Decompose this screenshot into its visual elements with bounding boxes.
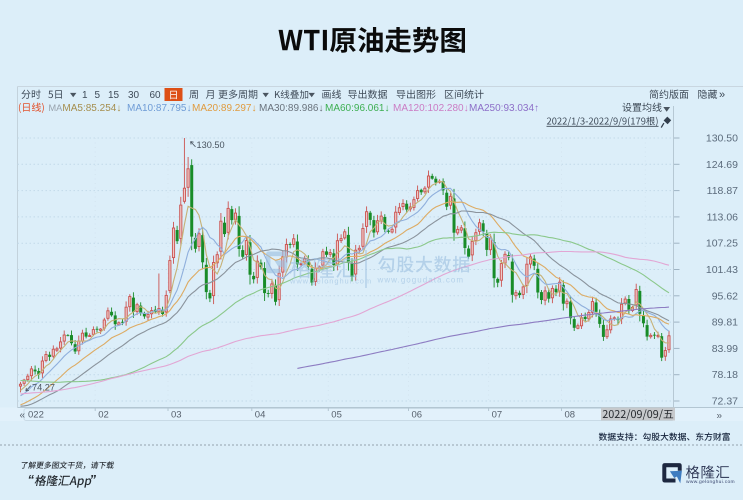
svg-text:72.37: 72.37 — [712, 396, 738, 408]
svg-text:MA20:89.297↓: MA20:89.297↓ — [192, 103, 257, 114]
svg-text:08: 08 — [565, 410, 576, 421]
svg-text:89.81: 89.81 — [712, 317, 738, 329]
svg-text:07: 07 — [492, 410, 503, 421]
svg-text:5: 5 — [95, 90, 101, 101]
svg-text:130.50: 130.50 — [197, 140, 225, 150]
svg-text:MA30:89.986↓: MA30:89.986↓ — [259, 103, 324, 114]
svg-text:05: 05 — [331, 410, 342, 421]
svg-text:www.gogudata.com: www.gogudata.com — [377, 276, 465, 285]
svg-text:»: » — [719, 89, 725, 101]
svg-text:022: 022 — [28, 410, 44, 421]
svg-text:”: ” — [90, 472, 97, 487]
svg-text:MA250:93.034↑: MA250:93.034↑ — [469, 103, 539, 114]
svg-text:95.62: 95.62 — [712, 290, 738, 302]
svg-text:74.27: 74.27 — [32, 382, 55, 392]
svg-text:02: 02 — [98, 410, 109, 421]
svg-text:MA60:96.061↓: MA60:96.061↓ — [325, 103, 390, 114]
svg-text:06: 06 — [412, 410, 423, 421]
svg-text:15: 15 — [108, 90, 120, 101]
svg-text:MA120:102.280↓: MA120:102.280↓ — [393, 103, 469, 114]
svg-text:107.25: 107.25 — [706, 238, 738, 250]
svg-text:30: 30 — [128, 90, 140, 101]
svg-text:83.99: 83.99 — [712, 343, 738, 355]
svg-text:«: « — [20, 410, 26, 421]
svg-text:60: 60 — [150, 90, 162, 101]
svg-text:1: 1 — [82, 90, 88, 101]
svg-text:130.50: 130.50 — [706, 133, 738, 145]
svg-text:MA: MA — [49, 103, 64, 113]
svg-text:124.69: 124.69 — [706, 159, 738, 171]
svg-text:www.gelonghui.com: www.gelonghui.com — [289, 277, 372, 286]
svg-text:www.gelonghui.com: www.gelonghui.com — [686, 479, 735, 485]
svg-text:»: » — [717, 410, 723, 421]
svg-text:101.43: 101.43 — [706, 264, 738, 276]
svg-text:“: “ — [28, 472, 35, 487]
svg-text:118.87: 118.87 — [707, 185, 738, 197]
svg-text:113.06: 113.06 — [707, 211, 738, 223]
svg-text:03: 03 — [171, 410, 182, 421]
svg-text:MA5:85.254↓: MA5:85.254↓ — [62, 103, 121, 114]
svg-text:04: 04 — [255, 410, 266, 421]
svg-text:78.18: 78.18 — [712, 369, 738, 381]
svg-text:MA10:87.795↓: MA10:87.795↓ — [127, 103, 192, 114]
